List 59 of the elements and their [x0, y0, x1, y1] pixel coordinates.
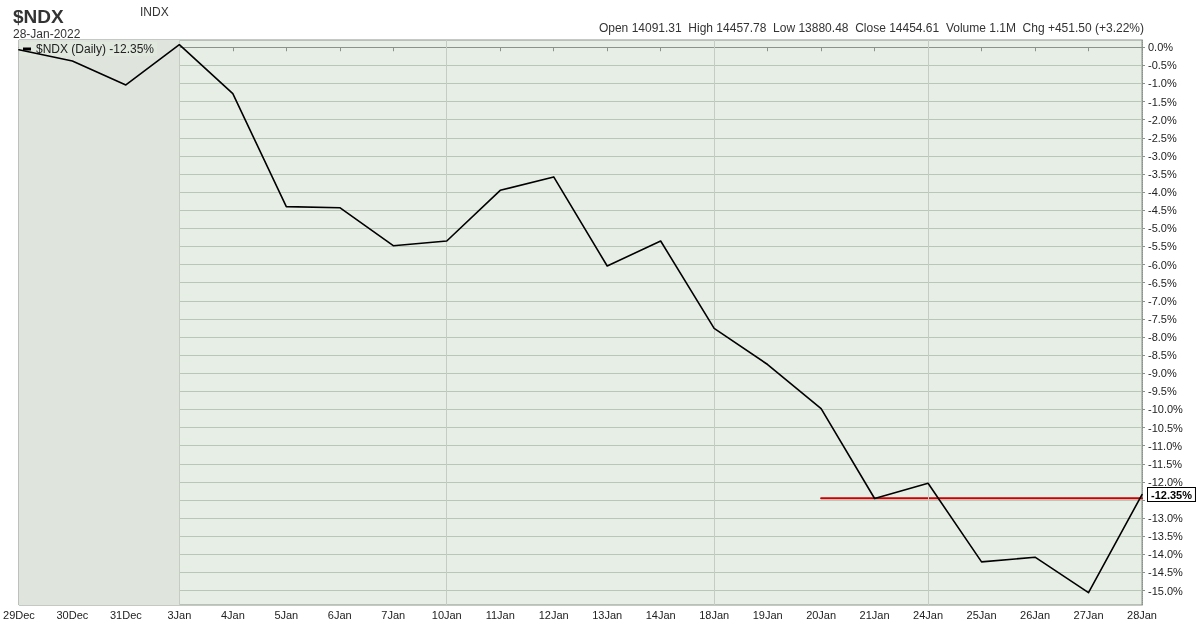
x-tick-label: 18Jan: [699, 608, 730, 621]
text: INDX: [140, 5, 169, 19]
y-tick-label: -11.0%: [1148, 439, 1183, 452]
x-tick-label: 13Jan: [592, 608, 623, 621]
y-tick-label: -9.0%: [1148, 367, 1177, 380]
y-tick-label: -5.0%: [1148, 222, 1177, 235]
y-tick-label: -0.5%: [1148, 59, 1177, 72]
y-tick-label: -13.5%: [1148, 530, 1184, 543]
y-tick-label: -10.5%: [1148, 421, 1184, 434]
y-tick-label: -6.0%: [1148, 258, 1177, 271]
y-tick-label: -4.0%: [1148, 186, 1177, 199]
line-series: [18, 43, 1143, 594]
x-tick-label: 6Jan: [327, 608, 352, 621]
annotation: -12.35%: [1151, 488, 1193, 501]
y-tick-label: -10.0%: [1148, 403, 1184, 416]
y-tick-label: -3.0%: [1148, 149, 1177, 162]
y-tick-label: -14.5%: [1148, 566, 1184, 579]
x-tick-label: 4Jan: [220, 608, 245, 621]
x-tick-label: 24Jan: [913, 608, 944, 621]
x-tick-label: 28Jan: [1127, 608, 1157, 621]
y-tick-label: -7.5%: [1148, 312, 1177, 325]
y-tick-label: -1.0%: [1148, 77, 1177, 90]
x-tick-label: 20Jan: [806, 608, 837, 621]
y-tick-label: -3.5%: [1148, 168, 1177, 181]
y-tick-label: 0.0%: [1148, 41, 1174, 54]
y-tick-label: -7.0%: [1148, 294, 1177, 307]
x-tick-label: 30Dec: [56, 608, 89, 621]
x-tick-label: 31Dec: [109, 608, 143, 621]
x-tick-label: 21Jan: [859, 608, 890, 621]
y-tick-label: -4.5%: [1148, 204, 1177, 217]
y-tick-label: -14.0%: [1148, 548, 1184, 561]
y-tick-label: -9.5%: [1148, 385, 1177, 398]
x-tick-label: 11Jan: [485, 608, 515, 621]
x-tick-label: 7Jan: [381, 608, 406, 621]
x-tick-label: 5Jan: [274, 608, 299, 621]
legend-label: $NDX (Daily) -12.35%: [36, 42, 155, 56]
y-tick-label: -6.5%: [1148, 276, 1177, 289]
chart-subtitle: 28-Jan-2022: [13, 27, 81, 41]
y-tick-label: -15.0%: [1148, 584, 1184, 597]
y-tick-label: -13.0%: [1148, 512, 1184, 525]
chart-title: $NDX: [13, 6, 65, 27]
x-tick-label: 14Jan: [645, 608, 676, 621]
y-tick-label: -5.5%: [1148, 240, 1177, 253]
text: Open 14091.31 High 14457.78 Low 13880.48 Close 14454.61 Volume 1.1M Chg +451.50 (+3.22%): [598, 21, 1144, 35]
y-tick-label: -8.0%: [1148, 330, 1177, 343]
x-tick-label: 25Jan: [966, 608, 997, 621]
x-tick-label: 26Jan: [1020, 608, 1051, 621]
x-tick-label: 12Jan: [538, 608, 569, 621]
y-tick-label: -2.5%: [1148, 131, 1177, 144]
x-tick-label: 19Jan: [752, 608, 783, 621]
x-tick-label: 27Jan: [1073, 608, 1104, 621]
y-tick-label: -11.5%: [1148, 457, 1183, 470]
y-tick-label: -8.5%: [1148, 349, 1177, 362]
y-tick-label: -2.0%: [1148, 113, 1177, 126]
x-tick-label: 29Dec: [3, 608, 36, 621]
x-tick-label: 3Jan: [167, 608, 192, 621]
x-tick-label: 10Jan: [431, 608, 462, 621]
y-tick-label: -1.5%: [1148, 95, 1177, 108]
y-tick-label: -12.0%: [1148, 475, 1184, 488]
